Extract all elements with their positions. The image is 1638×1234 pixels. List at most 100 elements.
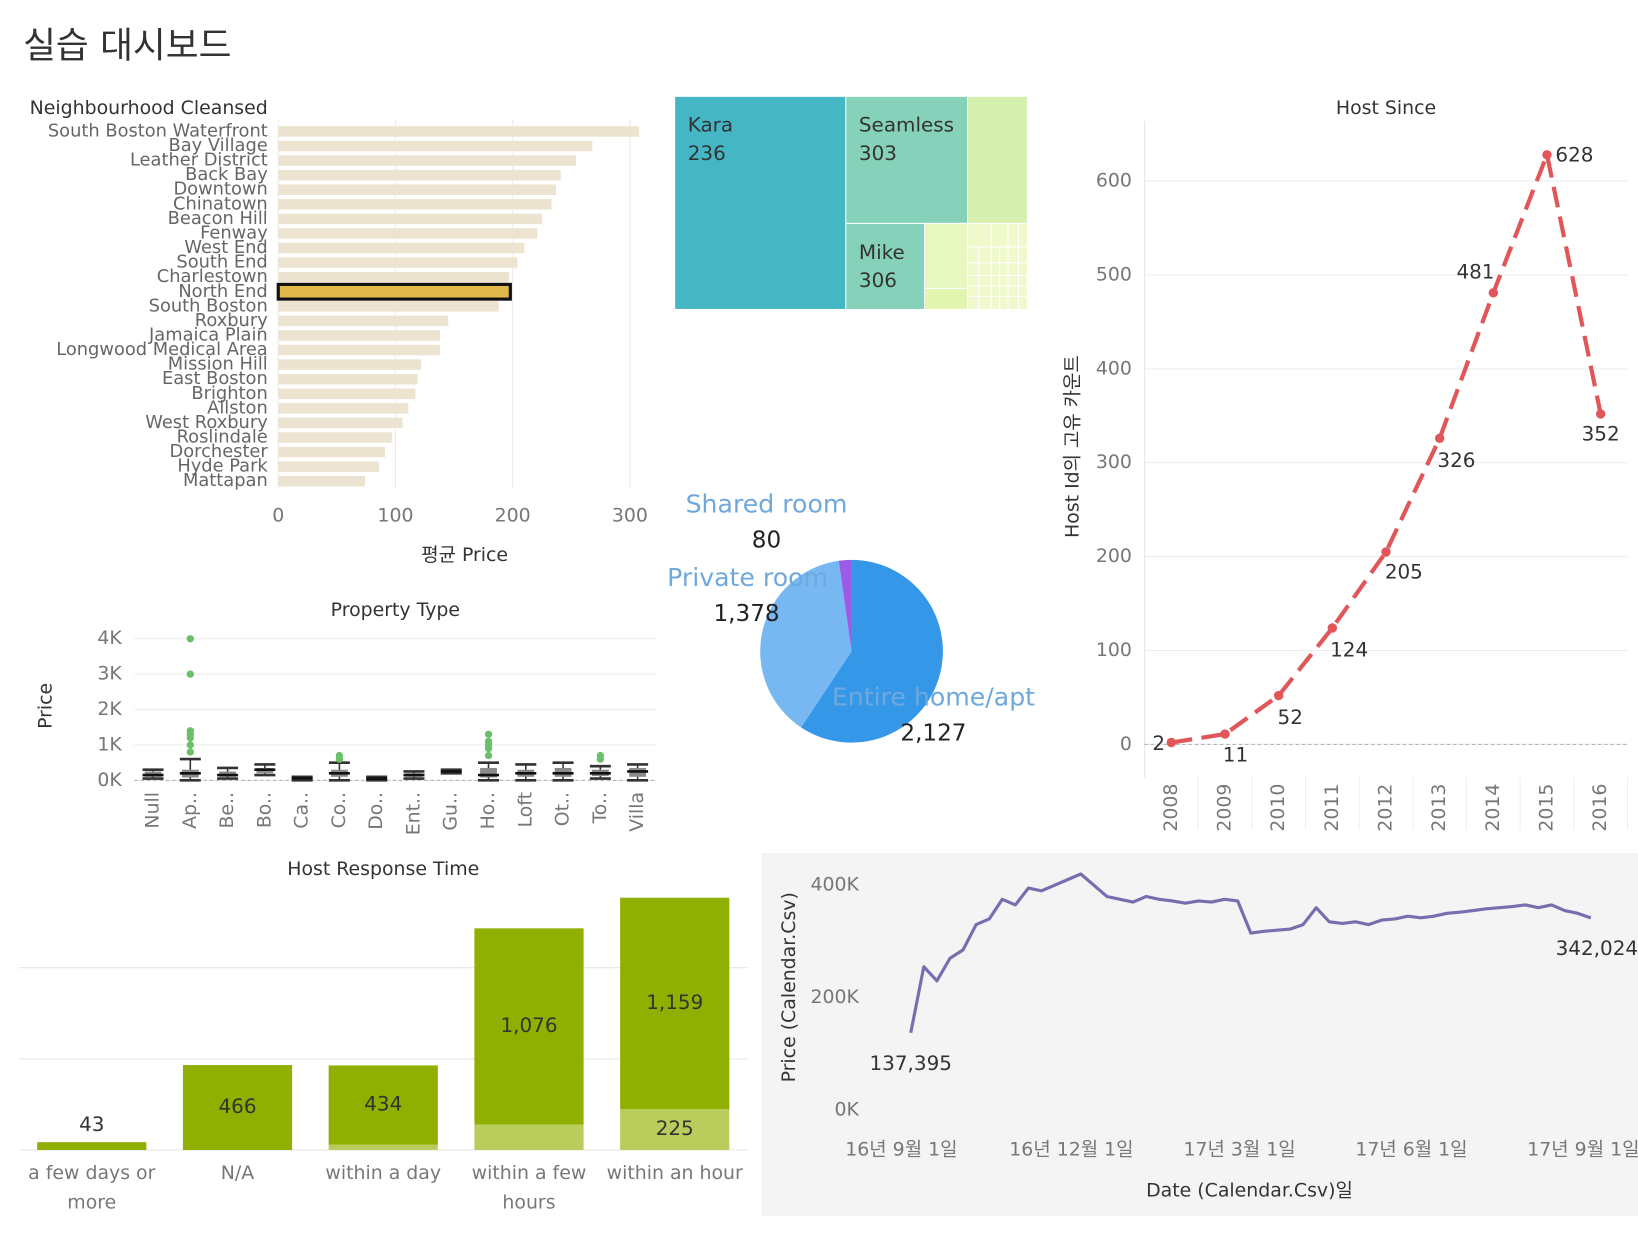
bar-segment [474, 1124, 584, 1150]
box [480, 767, 497, 778]
category-label: South Boston Waterfront [48, 120, 268, 141]
slice-value: 80 [752, 528, 781, 554]
line [909, 872, 1592, 1034]
point [1595, 409, 1606, 419]
bar [278, 403, 409, 414]
bar [278, 432, 392, 443]
data-label: 342,024 [1556, 936, 1638, 960]
label-line: within a day [325, 1162, 441, 1184]
category-label: a few days or more [28, 1162, 155, 1213]
bar [276, 282, 512, 301]
point [1542, 150, 1552, 160]
bar [278, 301, 499, 312]
category-label: within an hour [607, 1162, 743, 1184]
bar [278, 330, 441, 341]
category-label: Loft [514, 792, 536, 827]
x-tick-label: 0 [272, 504, 284, 526]
bar [278, 344, 441, 356]
outlier [186, 741, 194, 749]
data-label: 137,395 [870, 1051, 952, 1075]
bar [278, 228, 538, 239]
y-tick-label: 3K [97, 663, 122, 685]
category-label: Bay Village [169, 135, 268, 156]
x-tick-label: 16년 12월 1일 [1009, 1139, 1133, 1161]
pie-slice [760, 560, 852, 728]
category-label: Jamaica Plain [148, 324, 268, 345]
y-tick-label: 0K [834, 1099, 859, 1121]
bar-segment [328, 1065, 438, 1145]
label-line: a few days or [28, 1162, 155, 1184]
category-label: Dorchester [170, 441, 269, 462]
category-label: East Boston [162, 368, 268, 389]
data-label: 628 [1555, 142, 1593, 166]
point [1220, 729, 1230, 739]
bar [278, 242, 525, 254]
treemap-cell [846, 96, 968, 223]
point [1327, 623, 1338, 633]
y-tick-label: 0K [97, 769, 122, 791]
slice-name: Shared room [686, 489, 848, 518]
outlier [186, 635, 194, 643]
slice-name: Entire home/apt [832, 683, 1035, 712]
data-label: 481 [1456, 259, 1494, 283]
treemap-cell [925, 223, 968, 288]
category-label: Do.. [365, 792, 387, 830]
label-line: hours [502, 1191, 555, 1213]
treemap-cell [968, 96, 1027, 223]
outlier [335, 751, 344, 760]
category-label: within a day [325, 1162, 441, 1184]
x-tick-label: 17년 9월 1일 [1527, 1139, 1638, 1161]
y-tick-label: 400K [810, 874, 859, 896]
data-label: 225 [656, 1116, 694, 1140]
data-label: 2 [1152, 731, 1165, 755]
chart-title: Host Since [1336, 97, 1436, 119]
treemap-cell [675, 96, 846, 309]
chart-title: Host Response Time [287, 858, 479, 880]
y-tick-label: 300 [1096, 451, 1132, 473]
y-tick-label: 500 [1096, 263, 1132, 285]
category-label: Fenway [200, 222, 268, 243]
category-label: Back Bay [185, 164, 268, 185]
y-tick-label: 2K [97, 698, 122, 720]
category-label: Ho.. [477, 792, 499, 829]
data-label: 52 [1278, 705, 1303, 729]
bar-segment [620, 897, 730, 1109]
treemap-name: Kara [688, 113, 733, 137]
x-tick-label: 2014 [1482, 784, 1504, 832]
outlier [484, 737, 493, 746]
data-label: 352 [1582, 421, 1620, 445]
category-label: Longwood Medical Area [56, 339, 268, 360]
x-tick-label: 2009 [1214, 784, 1236, 832]
y-tick-label: 100 [1096, 639, 1132, 661]
treemap-value: 303 [859, 141, 897, 165]
point [1488, 288, 1499, 298]
y-tick-label: 200 [1096, 545, 1132, 567]
treemap-value: 306 [859, 268, 897, 292]
data-label: 43 [79, 1112, 104, 1136]
treemap-cell [925, 289, 968, 309]
category-label: Roslindale [177, 426, 268, 447]
bar [278, 446, 385, 458]
category-label: Co.. [328, 792, 350, 828]
category-label: Leather District [130, 150, 268, 171]
bar [278, 315, 449, 327]
bar [278, 388, 416, 400]
data-label: 124 [1330, 638, 1368, 662]
y-axis-label: Price [35, 683, 57, 729]
y-axis-label: Host Id의 고유 카운트 [1062, 355, 1084, 538]
y-tick-label: 200K [810, 986, 859, 1008]
pie-slice [801, 559, 943, 743]
category-label: within a few hours [472, 1162, 587, 1213]
data-label: 434 [364, 1091, 402, 1115]
treemap-name: Seamless [859, 113, 954, 137]
category-label: Allston [207, 397, 268, 418]
x-tick-label: 2011 [1321, 784, 1343, 832]
category-label: Ot.. [552, 792, 574, 826]
slice-value: 1,378 [714, 601, 780, 627]
bar [278, 155, 576, 166]
bar-segment [474, 928, 584, 1125]
bar-segment [328, 1144, 438, 1150]
bar [278, 213, 542, 225]
panel-background [761, 852, 1638, 1217]
outlier [484, 751, 493, 760]
